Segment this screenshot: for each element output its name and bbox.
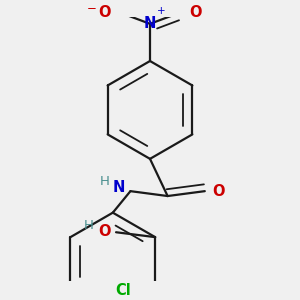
Text: +: + [158,6,166,16]
Text: −: − [86,2,96,15]
Text: H: H [84,219,94,232]
Text: Cl: Cl [116,284,131,298]
Text: O: O [212,184,225,199]
Text: O: O [99,4,111,20]
Text: O: O [189,4,201,20]
Text: N: N [112,180,125,195]
Text: N: N [144,16,156,31]
Text: H: H [100,175,110,188]
Text: O: O [98,224,111,239]
